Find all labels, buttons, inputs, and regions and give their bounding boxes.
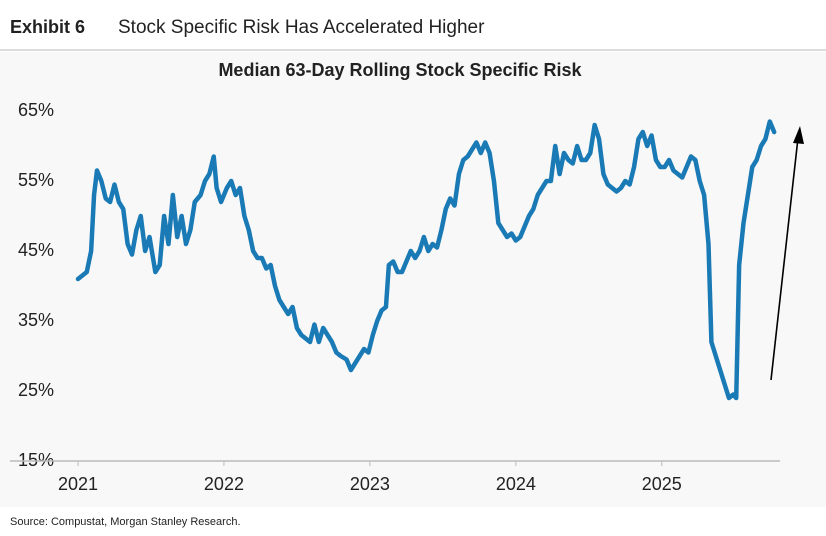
x-tick-label: 2022 xyxy=(204,474,244,494)
x-tick-label: 2024 xyxy=(496,474,536,494)
data-line xyxy=(75,119,777,401)
arrow-head xyxy=(793,126,804,144)
trend-arrow xyxy=(770,137,799,381)
chart-title: Median 63-Day Rolling Stock Specific Ris… xyxy=(218,60,582,80)
exhibit-label: Exhibit 6 xyxy=(10,17,85,37)
y-tick-label: 55% xyxy=(18,170,54,190)
source-note: Source: Compustat, Morgan Stanley Resear… xyxy=(10,516,241,528)
headline: Stock Specific Risk Has Accelerated High… xyxy=(118,17,485,38)
y-tick-label: 25% xyxy=(18,380,54,400)
y-tick-label: 35% xyxy=(18,310,54,330)
y-tick-label: 15% xyxy=(18,450,54,470)
y-tick-label: 65% xyxy=(18,100,54,120)
y-tick-label: 45% xyxy=(18,240,54,260)
x-tick-label: 2021 xyxy=(58,474,98,494)
chart-background xyxy=(0,52,826,507)
x-tick-label: 2025 xyxy=(642,474,682,494)
x-tick-label: 2023 xyxy=(350,474,390,494)
